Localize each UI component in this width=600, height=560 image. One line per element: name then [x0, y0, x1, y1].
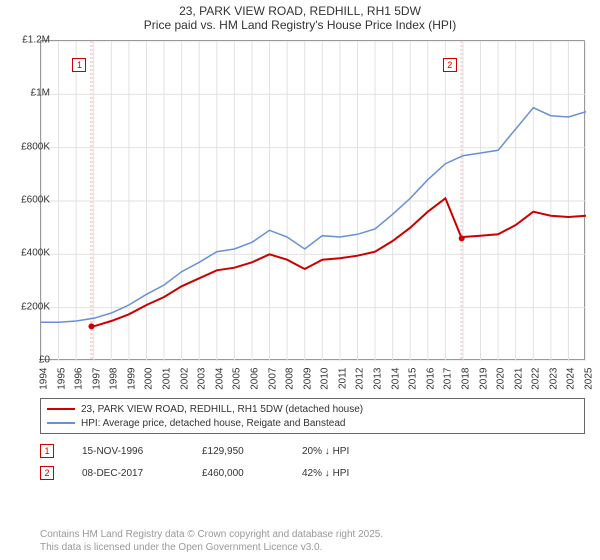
x-tick-label: 2008: [285, 368, 296, 398]
transaction-price: £460,000: [202, 468, 302, 479]
x-tick-label: 2022: [531, 368, 542, 398]
chart-marker-box: 2: [443, 58, 457, 72]
transaction-pct: 20% ↓ HPI: [302, 446, 422, 457]
x-tick-label: 2011: [337, 368, 348, 398]
x-tick-label: 2001: [162, 368, 173, 398]
transaction-pct: 42% ↓ HPI: [302, 468, 422, 479]
x-tick-label: 2017: [443, 368, 454, 398]
x-tick-label: 1999: [126, 368, 137, 398]
chart-svg: [41, 41, 586, 361]
footer-attribution: Contains HM Land Registry data © Crown c…: [40, 528, 383, 554]
x-tick-label: 1995: [56, 368, 67, 398]
x-tick-label: 2024: [566, 368, 577, 398]
legend-swatch-hpi: [47, 422, 75, 424]
transaction-marker: 2: [40, 466, 54, 480]
x-tick-label: 1998: [109, 368, 120, 398]
transaction-row: 1 15-NOV-1996 £129,950 20% ↓ HPI: [40, 440, 422, 462]
x-tick-label: 2015: [408, 368, 419, 398]
x-tick-label: 2002: [179, 368, 190, 398]
legend-box: 23, PARK VIEW ROAD, REDHILL, RH1 5DW (de…: [40, 398, 585, 434]
chart-marker-box: 1: [72, 58, 86, 72]
y-tick-label: £0: [39, 355, 50, 366]
chart-title-sub: Price paid vs. HM Land Registry's House …: [0, 18, 600, 32]
x-tick-label: 2006: [249, 368, 260, 398]
legend-swatch-property: [47, 408, 75, 410]
x-tick-label: 1996: [74, 368, 85, 398]
transaction-marker: 1: [40, 444, 54, 458]
x-tick-label: 2010: [320, 368, 331, 398]
x-tick-label: 1994: [39, 368, 50, 398]
x-tick-label: 2005: [232, 368, 243, 398]
x-tick-label: 2007: [267, 368, 278, 398]
x-tick-label: 2025: [584, 368, 595, 398]
y-tick-label: £600K: [21, 195, 50, 206]
transaction-date: 15-NOV-1996: [82, 446, 202, 457]
x-tick-label: 2014: [390, 368, 401, 398]
chart-plot-area: [40, 40, 585, 360]
y-tick-label: £1.2M: [22, 35, 50, 46]
x-tick-label: 2018: [460, 368, 471, 398]
y-tick-label: £200K: [21, 301, 50, 312]
x-tick-label: 2004: [214, 368, 225, 398]
legend-row-hpi: HPI: Average price, detached house, Reig…: [47, 416, 578, 430]
x-tick-label: 2023: [548, 368, 559, 398]
x-tick-label: 2019: [478, 368, 489, 398]
legend-label-property: 23, PARK VIEW ROAD, REDHILL, RH1 5DW (de…: [81, 404, 363, 415]
transaction-row: 2 08-DEC-2017 £460,000 42% ↓ HPI: [40, 462, 422, 484]
y-tick-label: £800K: [21, 141, 50, 152]
transaction-date: 08-DEC-2017: [82, 468, 202, 479]
x-tick-label: 2000: [144, 368, 155, 398]
legend-row-property: 23, PARK VIEW ROAD, REDHILL, RH1 5DW (de…: [47, 402, 578, 416]
x-tick-label: 2003: [197, 368, 208, 398]
x-tick-label: 2020: [496, 368, 507, 398]
x-tick-label: 2009: [302, 368, 313, 398]
x-tick-label: 1997: [91, 368, 102, 398]
y-tick-label: £400K: [21, 248, 50, 259]
footer-line1: Contains HM Land Registry data © Crown c…: [40, 528, 383, 541]
y-tick-label: £1M: [31, 88, 50, 99]
legend-label-hpi: HPI: Average price, detached house, Reig…: [81, 418, 345, 429]
x-tick-label: 2012: [355, 368, 366, 398]
x-tick-label: 2013: [373, 368, 384, 398]
x-tick-label: 2021: [513, 368, 524, 398]
x-tick-label: 2016: [425, 368, 436, 398]
transaction-price: £129,950: [202, 446, 302, 457]
footer-line2: This data is licensed under the Open Gov…: [40, 541, 383, 554]
chart-title-main: 23, PARK VIEW ROAD, REDHILL, RH1 5DW: [0, 4, 600, 18]
transactions-table: 1 15-NOV-1996 £129,950 20% ↓ HPI 2 08-DE…: [40, 440, 422, 484]
chart-title-block: 23, PARK VIEW ROAD, REDHILL, RH1 5DW Pri…: [0, 0, 600, 34]
